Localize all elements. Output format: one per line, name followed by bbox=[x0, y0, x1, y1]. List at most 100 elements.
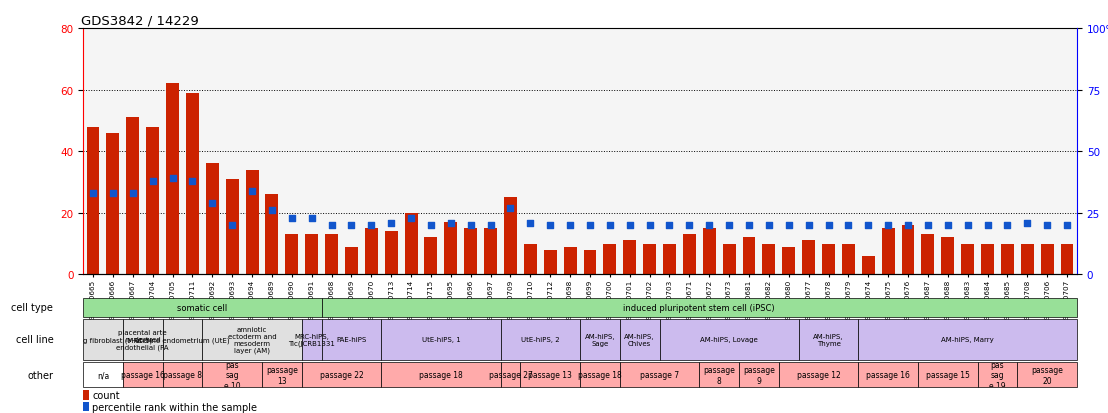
Point bbox=[840, 222, 858, 229]
Point bbox=[283, 215, 300, 221]
Text: passage 18: passage 18 bbox=[578, 370, 622, 380]
Point bbox=[482, 222, 500, 229]
Text: passage 16: passage 16 bbox=[866, 370, 910, 380]
Bar bbox=[301, 363, 381, 387]
Text: passage
13: passage 13 bbox=[266, 366, 298, 385]
Text: count: count bbox=[92, 390, 120, 400]
Text: passage 8: passage 8 bbox=[163, 370, 202, 380]
Bar bbox=[186, 93, 199, 275]
Point bbox=[542, 222, 560, 229]
Bar bbox=[739, 363, 779, 387]
Bar bbox=[321, 319, 381, 360]
Bar bbox=[325, 235, 338, 275]
Bar bbox=[799, 319, 859, 360]
Bar bbox=[544, 250, 556, 275]
Bar bbox=[619, 319, 659, 360]
Bar bbox=[802, 241, 815, 275]
Point bbox=[124, 190, 142, 197]
Bar bbox=[381, 319, 501, 360]
Point bbox=[382, 220, 400, 226]
Text: induced pluripotent stem cell (iPSC): induced pluripotent stem cell (iPSC) bbox=[624, 303, 776, 312]
Point bbox=[601, 222, 618, 229]
Point bbox=[204, 200, 222, 206]
Bar bbox=[782, 247, 796, 275]
Point bbox=[263, 207, 280, 214]
Point bbox=[502, 205, 520, 211]
Bar bbox=[321, 298, 1077, 317]
Text: somatic cell: somatic cell bbox=[177, 303, 227, 312]
Text: passage
9: passage 9 bbox=[743, 366, 774, 385]
Point bbox=[522, 220, 540, 226]
Bar bbox=[922, 235, 934, 275]
Point bbox=[184, 178, 202, 185]
Bar bbox=[977, 363, 1017, 387]
Text: AM-hiPS, Marry: AM-hiPS, Marry bbox=[942, 337, 994, 342]
Bar bbox=[83, 319, 123, 360]
Text: other: other bbox=[28, 370, 53, 380]
Point bbox=[144, 178, 162, 185]
Point bbox=[302, 215, 320, 221]
Bar bbox=[484, 228, 497, 275]
Point bbox=[224, 222, 242, 229]
Text: GDS3842 / 14229: GDS3842 / 14229 bbox=[81, 15, 198, 28]
Bar bbox=[226, 179, 238, 275]
Text: UtE-hiPS, 2: UtE-hiPS, 2 bbox=[521, 337, 560, 342]
Text: passage 27: passage 27 bbox=[489, 370, 533, 380]
Bar bbox=[384, 232, 398, 275]
Bar bbox=[1060, 244, 1074, 275]
Bar bbox=[203, 319, 301, 360]
Point bbox=[1038, 222, 1056, 229]
Bar bbox=[842, 244, 855, 275]
Text: fetal lung fibroblast (MRC-5): fetal lung fibroblast (MRC-5) bbox=[54, 336, 152, 343]
Bar bbox=[504, 198, 517, 275]
Text: PAE-hiPS: PAE-hiPS bbox=[337, 337, 367, 342]
Bar bbox=[123, 363, 163, 387]
Text: passage 7: passage 7 bbox=[640, 370, 679, 380]
Bar bbox=[722, 244, 736, 275]
Point bbox=[442, 220, 460, 226]
Bar bbox=[564, 247, 576, 275]
Text: passage
20: passage 20 bbox=[1032, 366, 1063, 385]
Text: AM-hiPS, Lovage: AM-hiPS, Lovage bbox=[700, 337, 758, 342]
Text: AM-hiPS,
Sage: AM-hiPS, Sage bbox=[585, 333, 615, 346]
Text: passage
8: passage 8 bbox=[704, 366, 735, 385]
Point bbox=[422, 222, 440, 229]
Point bbox=[919, 222, 936, 229]
Bar bbox=[643, 244, 656, 275]
Bar bbox=[83, 390, 90, 400]
Bar bbox=[163, 319, 203, 360]
Bar bbox=[859, 363, 917, 387]
Bar bbox=[203, 363, 261, 387]
Bar bbox=[86, 127, 100, 275]
Point bbox=[740, 222, 758, 229]
Bar bbox=[146, 127, 160, 275]
Bar bbox=[882, 228, 894, 275]
Text: passage 18: passage 18 bbox=[419, 370, 463, 380]
Bar bbox=[83, 363, 123, 387]
Text: pas
sag
e 10: pas sag e 10 bbox=[224, 360, 240, 390]
Bar bbox=[83, 402, 90, 411]
Bar bbox=[779, 363, 859, 387]
Bar bbox=[663, 244, 676, 275]
Point bbox=[880, 222, 897, 229]
Bar bbox=[464, 228, 478, 275]
Bar bbox=[659, 319, 799, 360]
Bar bbox=[345, 247, 358, 275]
Point bbox=[958, 222, 976, 229]
Point bbox=[660, 222, 678, 229]
Point bbox=[978, 222, 996, 229]
Point bbox=[84, 190, 102, 197]
Bar bbox=[859, 319, 1077, 360]
Point bbox=[322, 222, 340, 229]
Point bbox=[860, 222, 878, 229]
Bar bbox=[365, 228, 378, 275]
Point bbox=[760, 222, 778, 229]
Point bbox=[800, 222, 818, 229]
Bar bbox=[206, 164, 218, 275]
Bar bbox=[581, 319, 619, 360]
Text: passage 22: passage 22 bbox=[319, 370, 363, 380]
Bar bbox=[961, 244, 974, 275]
Bar bbox=[106, 133, 120, 275]
Bar bbox=[123, 319, 163, 360]
Bar bbox=[584, 250, 596, 275]
